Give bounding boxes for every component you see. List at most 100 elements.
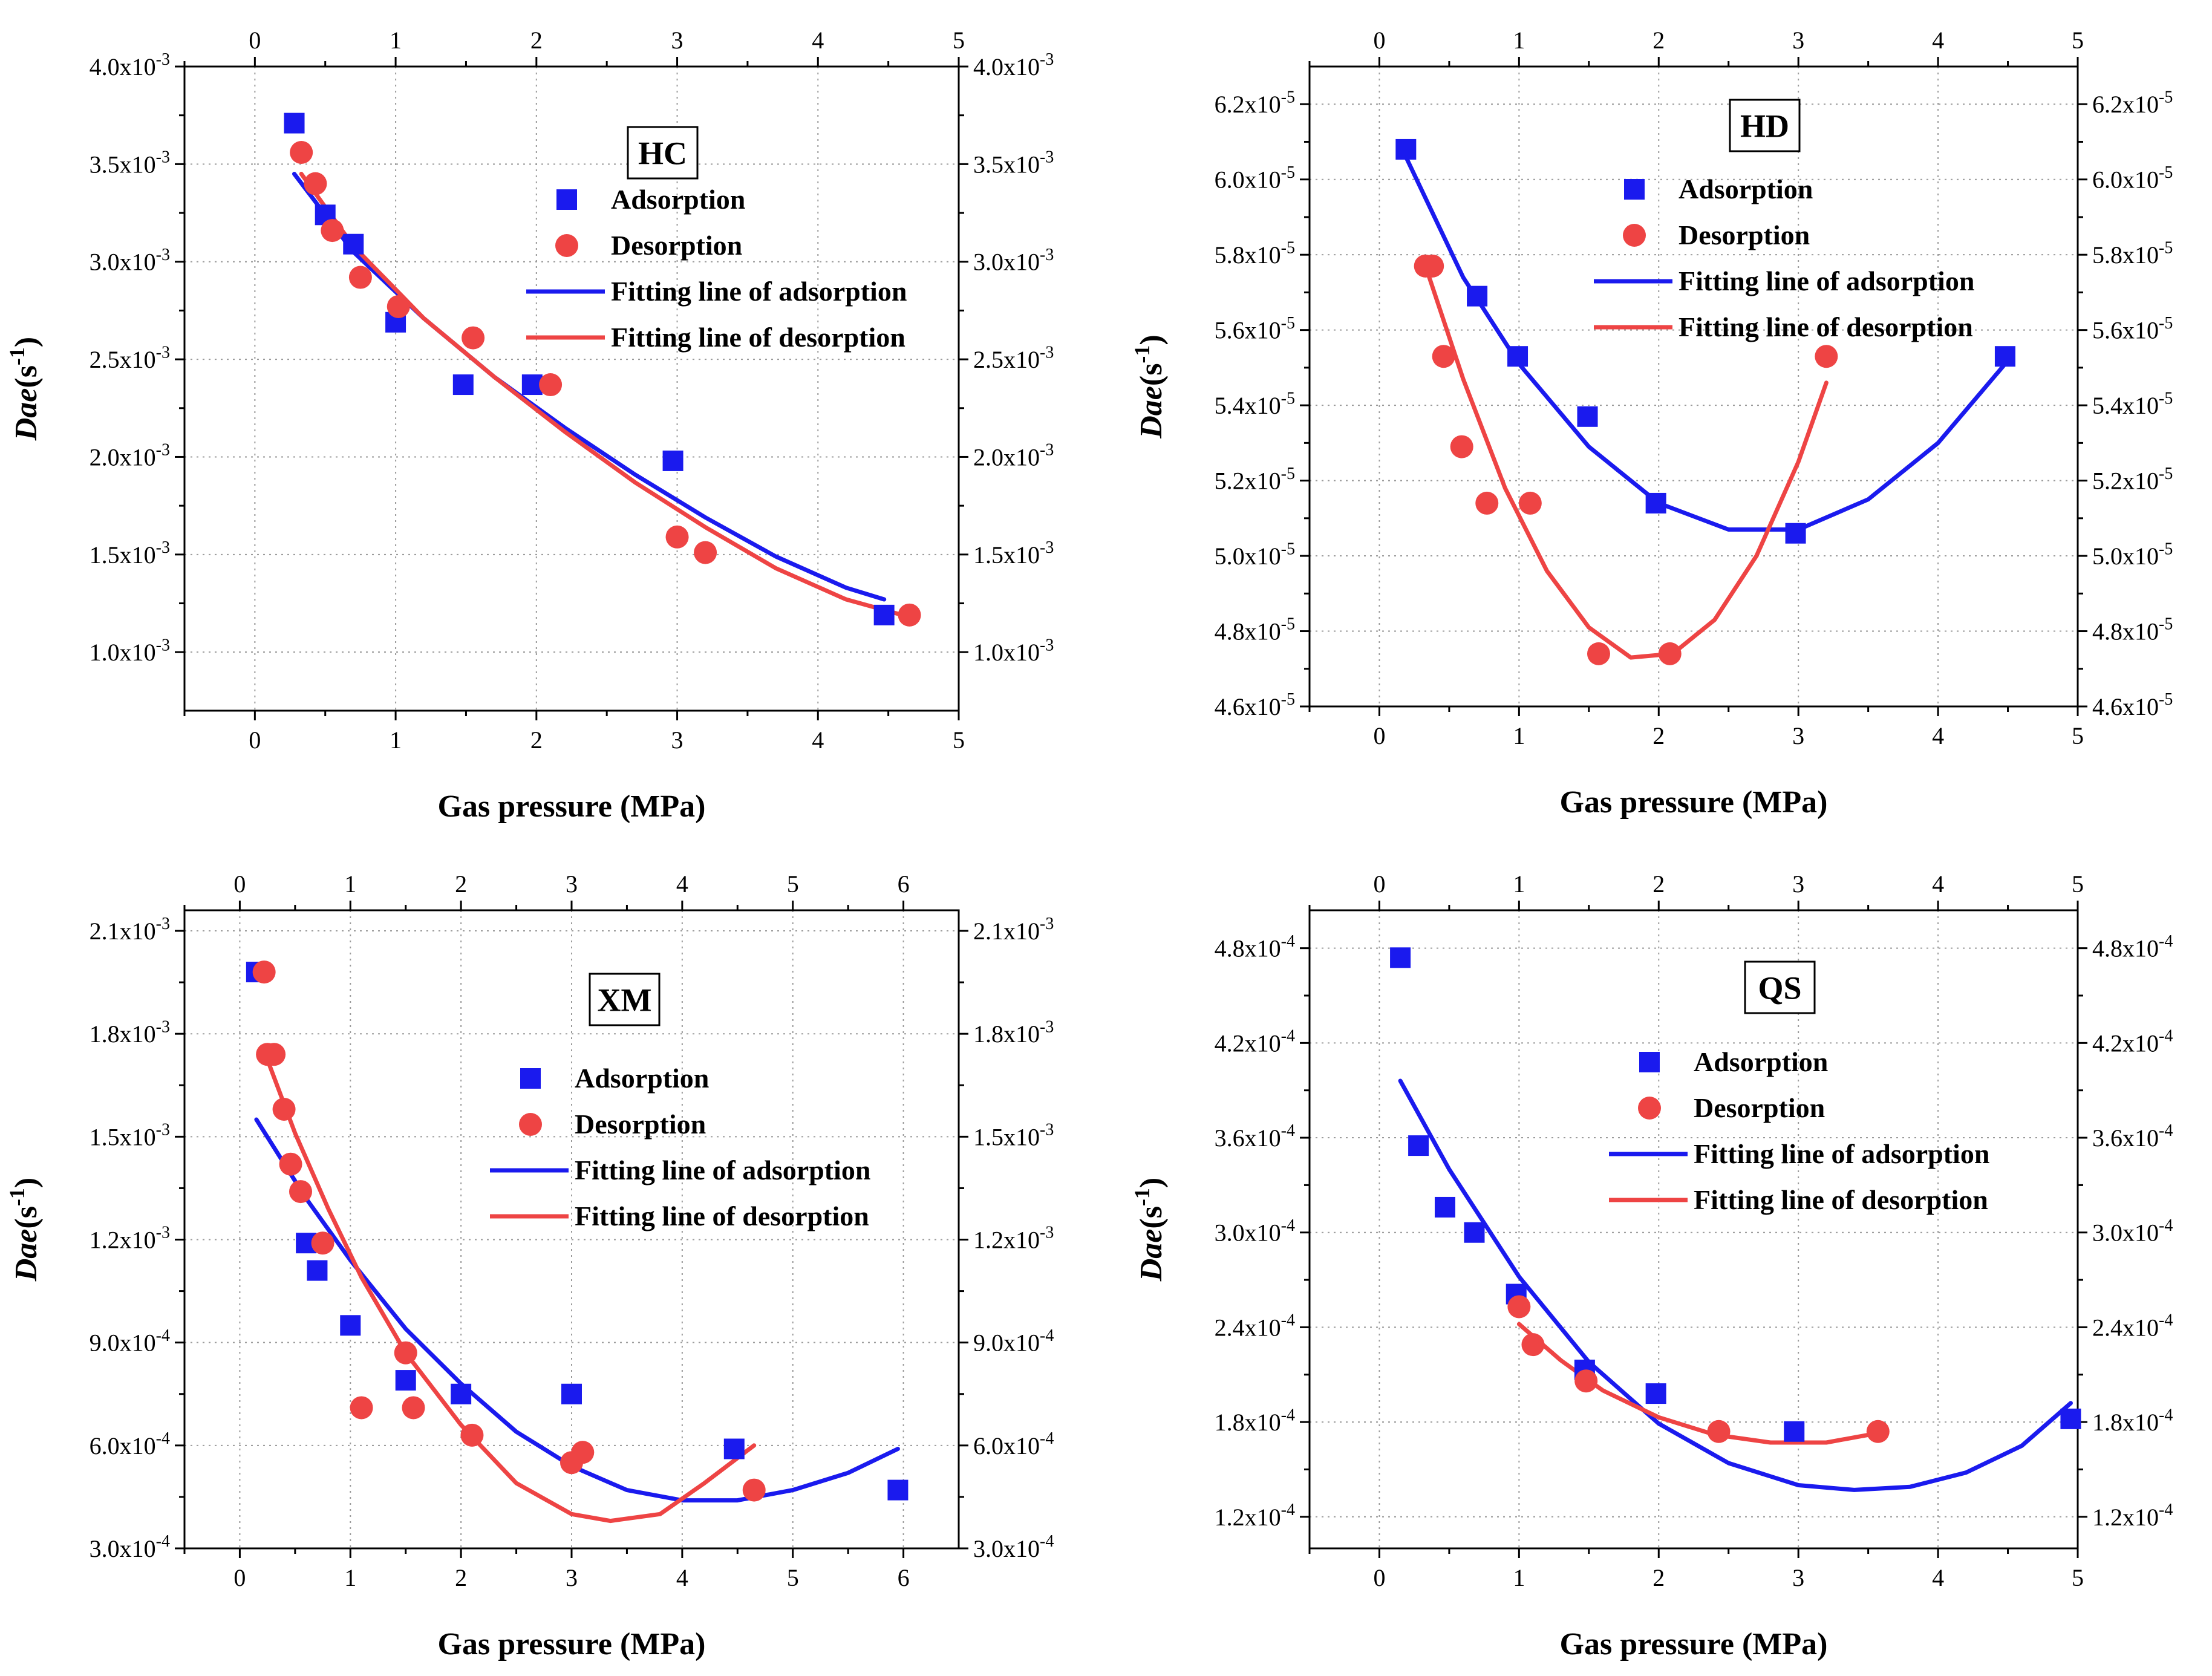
legend-adsorption-label: Adsorption (575, 1063, 709, 1094)
y-tick-label-mantissa: 1.2x10 (90, 1227, 156, 1254)
y-axis-label-unit: (s (9, 1206, 44, 1229)
y-tick-label: 4.6x10-5 (1215, 690, 1295, 720)
y-tick-label-right: 5.8x10-5 (2092, 238, 2173, 269)
x-tick-label: 4 (1932, 722, 1944, 749)
y-tick-label-exponent: -5 (1281, 88, 1295, 106)
y-tick-label-right-exponent: -4 (2159, 1027, 2173, 1046)
y-tick-label-mantissa: 4.0x10 (90, 53, 156, 80)
desorption-point (1475, 491, 1499, 515)
y-tick-label-right-exponent: -3 (1040, 50, 1054, 69)
y-tick-label-right-mantissa: 5.2x10 (2092, 468, 2159, 495)
y-tick-label-exponent: -3 (156, 1224, 170, 1242)
fit-line-adsorption (292, 172, 887, 602)
y-tick-label-right: 5.4x10-5 (2092, 389, 2173, 419)
desorption-point (1658, 642, 1682, 665)
y-tick-label-right: 1.8x10-4 (2092, 1406, 2173, 1436)
y-tick-label: 9.0x10-4 (90, 1326, 170, 1357)
y-tick-label-right-mantissa: 1.0x10 (973, 639, 1040, 666)
desorption-point (1421, 254, 1444, 278)
y-tick-label-right-mantissa: 4.2x10 (2092, 1029, 2159, 1057)
y-tick-label-right-mantissa: 3.6x10 (2092, 1124, 2159, 1152)
legend-desorption-marker (1638, 1097, 1661, 1120)
desorption-point (1521, 1333, 1545, 1357)
y-tick-label: 4.8x10-4 (1215, 932, 1295, 962)
y-tick-label: 4.0x10-3 (90, 50, 170, 80)
y-tick-label-exponent: -5 (1281, 314, 1295, 333)
panel-tag-label: XM (598, 982, 652, 1019)
y-tick-label-exponent: -5 (1281, 389, 1295, 408)
panel-tag-box (1729, 99, 1801, 152)
y-tick-label-exponent: -4 (1281, 1311, 1295, 1330)
y-tick-label-right: 1.2x10-3 (973, 1224, 1054, 1254)
y-tick-label-right: 6.0x10-4 (973, 1429, 1054, 1459)
desorption-point (350, 1396, 373, 1420)
legend-desorption-label: Desorption (575, 1109, 706, 1140)
legend-adsorption-label: Adsorption (1694, 1046, 1828, 1077)
adsorption-point (662, 450, 684, 471)
x-tick-label: 3 (671, 726, 684, 754)
y-tick-label-right-mantissa: 1.8x10 (2092, 1409, 2159, 1436)
y-tick-label: 2.1x10-3 (90, 915, 170, 945)
y-tick-label-right-exponent: -5 (2159, 615, 2173, 634)
x-axis-label: Gas pressure (MPa) (438, 789, 706, 824)
legend-desorption-marker (555, 234, 578, 257)
y-axis-label: Dae(s-1) (5, 1178, 44, 1282)
adsorption-point (1464, 1222, 1485, 1243)
y-tick-label-right-mantissa: 2.1x10 (973, 918, 1040, 945)
desorption-point (304, 172, 327, 195)
x-tick-label-top: 6 (898, 870, 910, 898)
legend-desorption-label: Desorption (611, 230, 742, 261)
adsorption-point (887, 1479, 909, 1501)
y-tick-label-mantissa: 1.5x10 (90, 541, 156, 569)
desorption-point (1507, 1295, 1531, 1319)
y-tick-label: 6.0x10-4 (90, 1429, 170, 1459)
y-tick-label-mantissa: 6.0x10 (90, 1432, 156, 1459)
desorption-point (1432, 345, 1455, 368)
desorption-point (272, 1097, 296, 1121)
desorption-point (290, 141, 313, 164)
y-tick-label-mantissa: 2.4x10 (1215, 1314, 1281, 1341)
legend: Adsorption Desorption Fitting line of adso… (1594, 174, 1974, 342)
y-axis-label: Dae(s-1) (1130, 1178, 1169, 1282)
x-tick-label-top: 3 (566, 870, 578, 898)
y-tick-label-right-mantissa: 4.8x10 (2092, 935, 2159, 962)
y-tick-label-right-exponent: -3 (1040, 538, 1054, 557)
y-axis-label-close: ) (1134, 334, 1169, 345)
adsorption-point (561, 1383, 582, 1404)
desorption-point (898, 603, 921, 627)
adsorption-point (1994, 346, 2015, 367)
plot-frame (1308, 65, 2079, 708)
adsorption-point (1395, 139, 1417, 160)
y-tick-label-right-exponent: -4 (1040, 1326, 1054, 1345)
adsorption-point (1645, 1383, 1666, 1404)
desorption-point (1866, 1420, 1890, 1443)
y-tick-label-right-mantissa: 6.2x10 (2092, 91, 2159, 118)
legend-fit-adsorption-label: Fitting line of adsorption (1694, 1138, 1989, 1169)
x-tick-label-top: 3 (1792, 870, 1804, 898)
adsorption-point (1408, 1135, 1429, 1156)
x-tick-label-top: 2 (1652, 870, 1665, 898)
y-tick-label-right-exponent: -4 (2159, 932, 2173, 951)
y-tick-label-right-exponent: -3 (1040, 343, 1054, 362)
y-tick-label: 2.5x10-3 (90, 343, 170, 373)
adsorption-point (343, 233, 364, 255)
legend-fit-adsorption-label: Fitting line of adsorption (1679, 266, 1974, 296)
adsorption-point (340, 1315, 361, 1336)
x-tick-label: 3 (1792, 722, 1804, 749)
adsorption-point (1577, 406, 1598, 427)
y-tick-label-right: 5.2x10-5 (2092, 465, 2173, 495)
y-tick-label: 5.2x10-5 (1215, 465, 1295, 495)
y-axis-label: Dae(s-1) (5, 337, 44, 442)
x-tick-label: 1 (390, 726, 402, 754)
desorption-point (571, 1441, 595, 1464)
x-tick-label: 6 (898, 1564, 910, 1591)
adsorption-point (284, 112, 305, 134)
fit-line-desorption (1516, 1322, 1881, 1445)
desorption-point (311, 1231, 334, 1255)
x-tick-label-top: 1 (1513, 27, 1525, 54)
fit-line-adsorption (1398, 1078, 2073, 1492)
y-tick-label: 4.8x10-5 (1215, 615, 1295, 645)
desorption-point (462, 326, 485, 350)
